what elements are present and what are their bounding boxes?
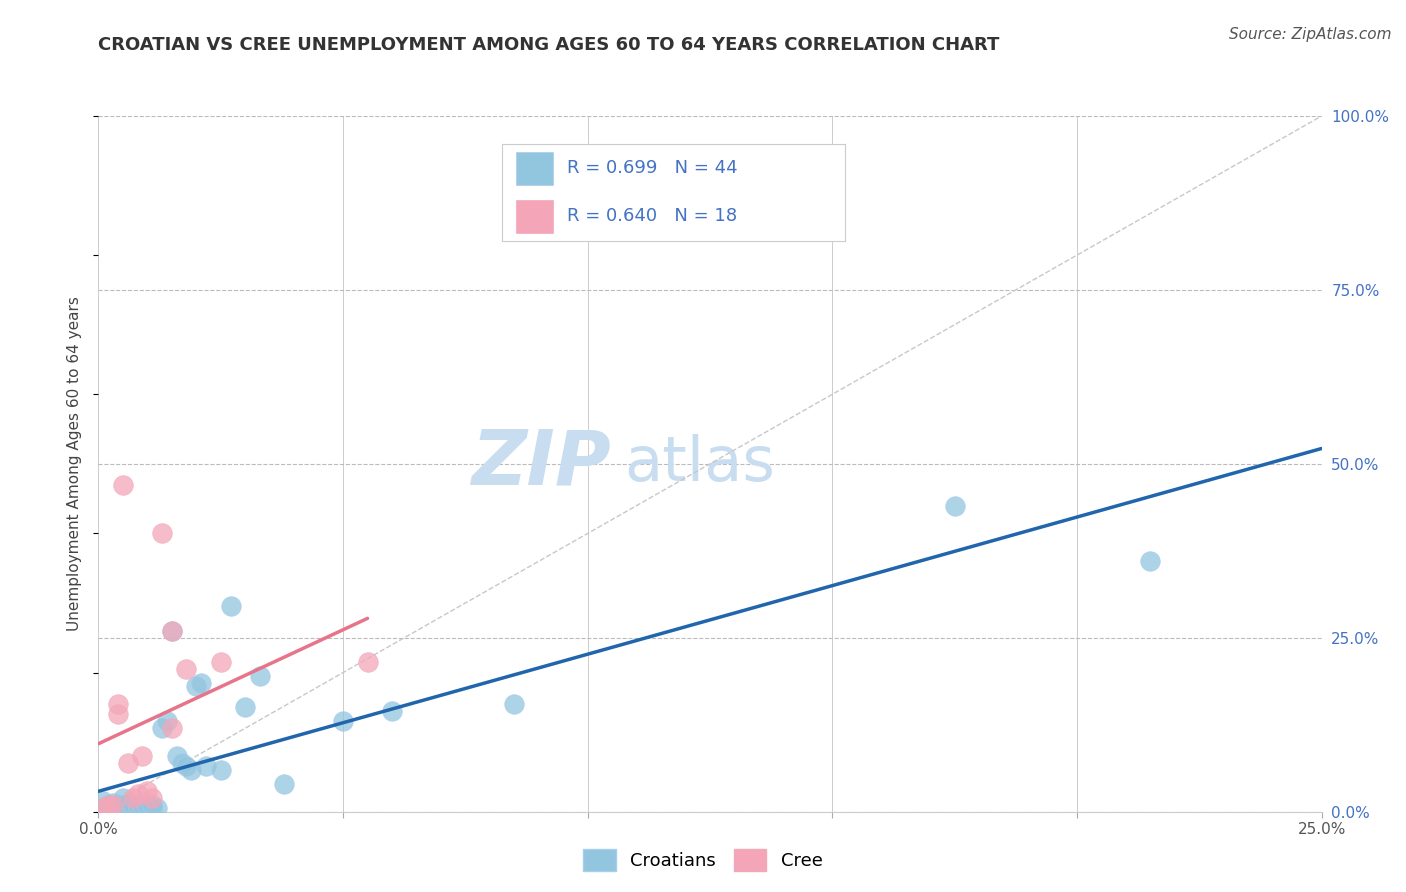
Point xyxy=(160,624,183,638)
Point xyxy=(1139,554,1161,568)
FancyBboxPatch shape xyxy=(516,152,554,185)
Point xyxy=(170,756,193,770)
Point xyxy=(127,801,149,815)
Point xyxy=(249,669,271,683)
Point xyxy=(136,797,159,812)
Point xyxy=(131,801,153,815)
Text: CROATIAN VS CREE UNEMPLOYMENT AMONG AGES 60 TO 64 YEARS CORRELATION CHART: CROATIAN VS CREE UNEMPLOYMENT AMONG AGES… xyxy=(98,36,1000,54)
Point xyxy=(131,749,153,764)
Point xyxy=(107,801,129,815)
Point xyxy=(233,700,256,714)
Point xyxy=(219,599,242,614)
Point xyxy=(136,784,159,798)
Point xyxy=(97,801,120,815)
Point xyxy=(107,797,129,812)
Text: R = 0.699   N = 44: R = 0.699 N = 44 xyxy=(567,159,738,178)
Point xyxy=(166,749,188,764)
Point xyxy=(127,797,149,812)
Point xyxy=(273,777,295,791)
Text: Source: ZipAtlas.com: Source: ZipAtlas.com xyxy=(1229,27,1392,42)
Point xyxy=(195,759,218,773)
Point xyxy=(91,794,114,808)
Point xyxy=(121,801,143,815)
Point xyxy=(209,763,232,777)
Point xyxy=(111,801,134,815)
Point xyxy=(186,680,208,694)
Point xyxy=(111,797,134,812)
Point xyxy=(503,697,526,711)
Point xyxy=(136,801,159,815)
Point xyxy=(141,801,163,815)
Point xyxy=(150,526,173,541)
Point xyxy=(101,801,124,815)
Point xyxy=(356,655,378,669)
Point xyxy=(121,797,143,812)
Point xyxy=(91,801,114,815)
Point xyxy=(150,721,173,735)
Point xyxy=(146,801,169,815)
Point xyxy=(107,707,129,722)
Point xyxy=(101,797,124,811)
Point xyxy=(91,801,114,815)
Point xyxy=(381,704,404,718)
Text: atlas: atlas xyxy=(624,434,775,494)
Point xyxy=(111,477,134,491)
Point xyxy=(176,759,198,773)
Point xyxy=(156,714,179,729)
Point xyxy=(180,763,202,777)
Legend: Croatians, Cree: Croatians, Cree xyxy=(576,842,830,879)
Point xyxy=(121,790,143,805)
Point xyxy=(101,797,124,812)
Point xyxy=(117,797,139,811)
Point xyxy=(97,797,120,812)
Point xyxy=(209,655,232,669)
Point xyxy=(117,801,139,815)
Text: R = 0.640   N = 18: R = 0.640 N = 18 xyxy=(567,207,737,225)
FancyBboxPatch shape xyxy=(516,201,554,234)
Point xyxy=(160,624,183,638)
Point xyxy=(111,790,134,805)
Point xyxy=(117,756,139,770)
Point xyxy=(131,797,153,812)
Point xyxy=(190,676,212,690)
Point xyxy=(141,797,163,812)
Point xyxy=(943,499,966,513)
Text: ZIP: ZIP xyxy=(472,427,612,500)
Point xyxy=(127,788,149,801)
Point xyxy=(97,797,120,812)
Y-axis label: Unemployment Among Ages 60 to 64 years: Unemployment Among Ages 60 to 64 years xyxy=(67,296,83,632)
Point xyxy=(141,790,163,805)
Point xyxy=(107,697,129,711)
Point xyxy=(160,721,183,735)
Point xyxy=(332,714,354,729)
Point xyxy=(176,662,198,676)
